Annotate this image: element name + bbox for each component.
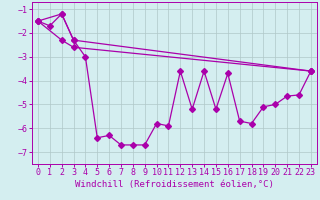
X-axis label: Windchill (Refroidissement éolien,°C): Windchill (Refroidissement éolien,°C) (75, 180, 274, 189)
